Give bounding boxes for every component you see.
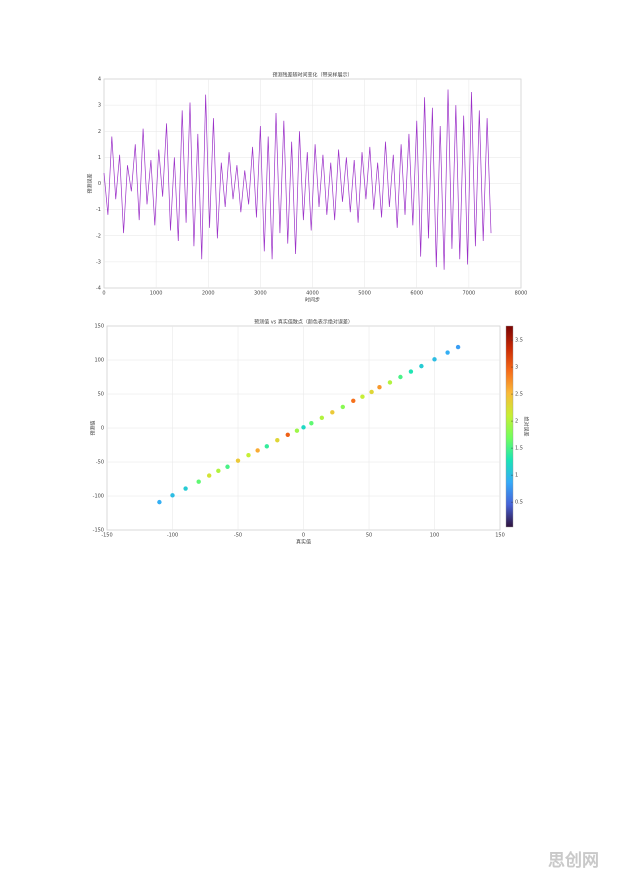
scatter-point	[294, 428, 300, 433]
scatter-point	[309, 421, 314, 426]
scatter-point	[340, 404, 345, 410]
scatter-point	[170, 493, 175, 498]
x-tick-label: 5000	[358, 291, 371, 297]
colorbar-tick-label: 1.5	[515, 446, 523, 452]
colorbar-tick-label: 2	[515, 419, 518, 425]
scatter-point	[216, 468, 221, 474]
scatter-point	[351, 398, 356, 403]
scatter-point	[275, 438, 280, 443]
y-tick-label: -3	[96, 259, 101, 265]
colorbar	[505, 325, 514, 528]
y-tick-label: 4	[98, 77, 101, 83]
scatter-point	[255, 448, 260, 453]
scatter-point	[432, 357, 437, 362]
scatter-point	[408, 369, 414, 374]
y-tick-label: -100	[93, 494, 104, 500]
y-tick-label: -50	[96, 460, 104, 466]
scatter-point	[246, 453, 251, 458]
y-tick-label: -150	[93, 528, 104, 534]
x-tick-label: 1000	[150, 291, 163, 297]
scatter-point	[377, 385, 382, 390]
scatter-point	[301, 425, 306, 430]
scatter-point	[330, 410, 335, 415]
x-tick-label: 6000	[410, 291, 423, 297]
x-tick-label: -150	[101, 533, 112, 539]
scatter-point	[225, 464, 230, 469]
y-tick-label: 50	[98, 392, 104, 398]
scatter-point	[455, 344, 461, 350]
x-tick-label: 50	[366, 533, 372, 539]
scatter-point	[285, 432, 290, 437]
scatter-point	[369, 389, 374, 395]
x-tick-label: -100	[167, 533, 178, 539]
y-axis-label: 预测误差	[87, 173, 94, 193]
y-axis-label: 预测值	[90, 420, 97, 435]
y-tick-label: 2	[98, 129, 101, 135]
scatter-point	[360, 394, 365, 399]
scatter-point	[387, 380, 393, 385]
x-tick-label: 0	[302, 533, 305, 539]
y-tick-label: 1	[98, 155, 101, 161]
scatter-point	[206, 473, 212, 478]
series-line	[103, 89, 492, 270]
scatter-point	[319, 415, 325, 420]
scatter-point	[183, 486, 188, 491]
scatter-point	[264, 444, 270, 449]
y-tick-label: 150	[94, 324, 104, 330]
x-tick-label: 4000	[306, 291, 319, 297]
scatter-point	[398, 374, 403, 380]
x-tick-label: 0	[102, 291, 105, 297]
colorbar-tick-label: 0.5	[515, 500, 523, 506]
y-tick-label: 0	[101, 426, 104, 432]
x-tick-label: 150	[495, 533, 505, 539]
chart-title: 预测残差随时间变化（带采样展示）	[272, 72, 352, 79]
scatter-point	[419, 363, 424, 369]
y-tick-label: -2	[96, 233, 101, 239]
colorbar-label: 绝对误差	[523, 416, 530, 436]
watermark: 思创网	[548, 851, 599, 871]
x-tick-label: -50	[234, 533, 242, 539]
colorbar-tick-label: 1	[515, 473, 518, 479]
x-tick-label: 100	[430, 533, 440, 539]
y-tick-label: 0	[98, 181, 101, 187]
scatter-point	[235, 458, 241, 463]
colorbar-tick-label: 3	[515, 365, 518, 371]
y-tick-label: 100	[94, 358, 104, 364]
x-tick-label: 8000	[515, 291, 528, 297]
x-tick-label: 7000	[463, 291, 476, 297]
colorbar-tick-label: 3.5	[515, 338, 523, 344]
x-axis-label: 时间步	[305, 297, 320, 304]
x-tick-label: 3000	[254, 291, 267, 297]
scatter-point	[196, 479, 201, 484]
chart-title: 预测值 vs 真实值散点（颜色表示绝对误差）	[254, 319, 353, 326]
colorbar-tick-label: 2.5	[515, 392, 523, 398]
y-tick-label: 3	[98, 103, 101, 109]
x-axis-label: 真实值	[296, 539, 311, 546]
scatter-point	[445, 350, 450, 355]
x-tick-label: 2000	[202, 291, 215, 297]
y-tick-label: -1	[96, 207, 101, 213]
y-tick-label: -4	[96, 286, 101, 292]
scatter-point	[157, 499, 162, 505]
